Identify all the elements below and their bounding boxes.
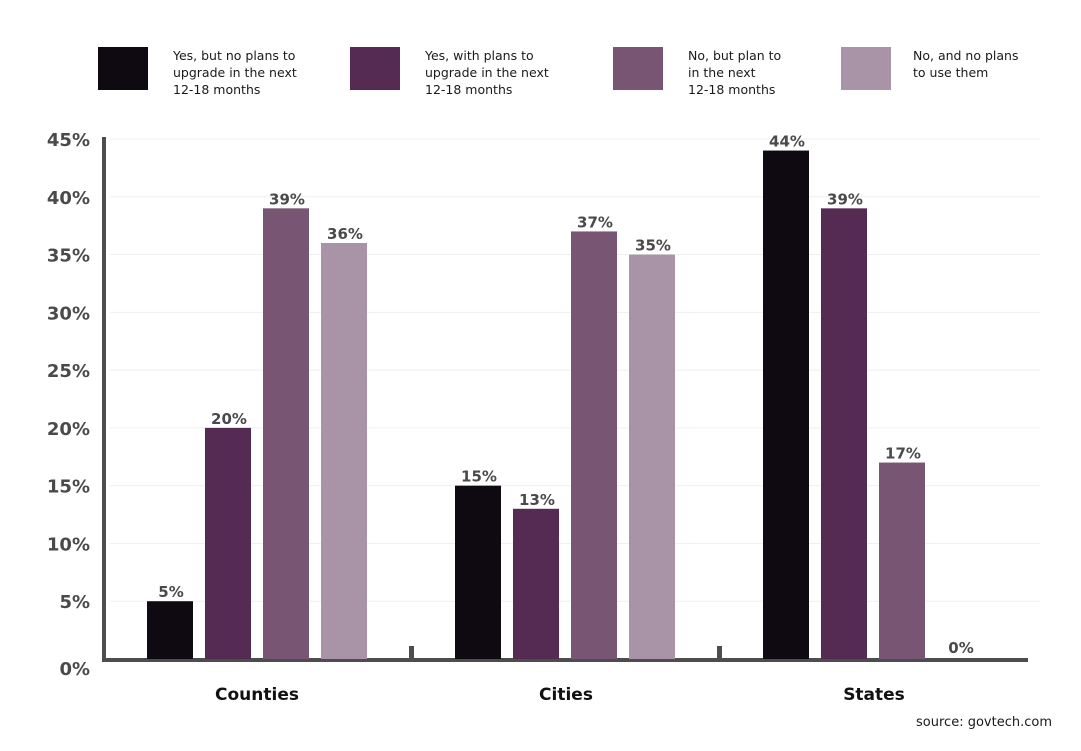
bar (821, 208, 867, 660)
y-tick-label: 10% (47, 534, 90, 555)
y-tick-label: 20% (47, 419, 90, 440)
bar (147, 601, 193, 659)
bar (455, 485, 501, 659)
y-tick-label: 40% (47, 188, 90, 209)
data-label: 0% (948, 639, 973, 657)
data-label: 5% (158, 583, 183, 601)
category-label: States (843, 685, 905, 705)
data-label: 39% (827, 190, 863, 208)
y-tick-label: 30% (47, 303, 90, 324)
legend-item-yes-with-plans: Yes, with plans to upgrade in the next 1… (350, 47, 585, 98)
bar (571, 231, 617, 659)
bar (263, 208, 309, 660)
y-tick-label: 35% (47, 246, 90, 267)
bar (763, 150, 809, 660)
legend-item-no-but-plan: No, but plan to in the next 12-18 months (613, 47, 848, 98)
bar (879, 462, 925, 659)
legend-swatch (841, 47, 891, 90)
legend-label: No, and no plans to use them (913, 48, 1019, 80)
data-label: 15% (461, 468, 497, 486)
data-label: 35% (635, 237, 671, 255)
y-tick-label: 0% (59, 659, 90, 680)
data-label: 36% (327, 225, 363, 243)
legend-swatch (350, 47, 400, 90)
data-label: 17% (885, 445, 921, 463)
data-label: 13% (519, 491, 555, 509)
legend-label: Yes, but no plans to upgrade in the next… (173, 48, 297, 97)
legend-swatch (98, 47, 148, 90)
y-tick-label: 15% (47, 477, 90, 498)
legend-item-no-and-no-plans: No, and no plans to use them (841, 47, 1073, 90)
x-axis-tick (717, 646, 722, 659)
x-axis-tick (409, 646, 414, 659)
category-label: Counties (215, 685, 299, 705)
y-tick-label: 25% (47, 361, 90, 382)
legend-label: No, but plan to in the next 12-18 months (688, 48, 782, 97)
bar (321, 243, 367, 659)
category-label: Cities (539, 685, 593, 705)
y-tick-label: 45% (47, 130, 90, 151)
y-tick-label: 5% (59, 592, 90, 613)
data-label: 20% (211, 410, 247, 428)
bar (513, 508, 559, 659)
legend-label: Yes, with plans to upgrade in the next 1… (425, 48, 549, 97)
data-label: 39% (269, 190, 305, 208)
bar (205, 427, 251, 659)
legend-swatch (613, 47, 663, 90)
source-credit: source: govtech.com (916, 715, 1052, 730)
bar (629, 254, 675, 660)
data-label: 37% (577, 213, 613, 231)
data-label: 44% (769, 133, 805, 151)
legend-item-yes-no-plans: Yes, but no plans to upgrade in the next… (98, 47, 333, 98)
